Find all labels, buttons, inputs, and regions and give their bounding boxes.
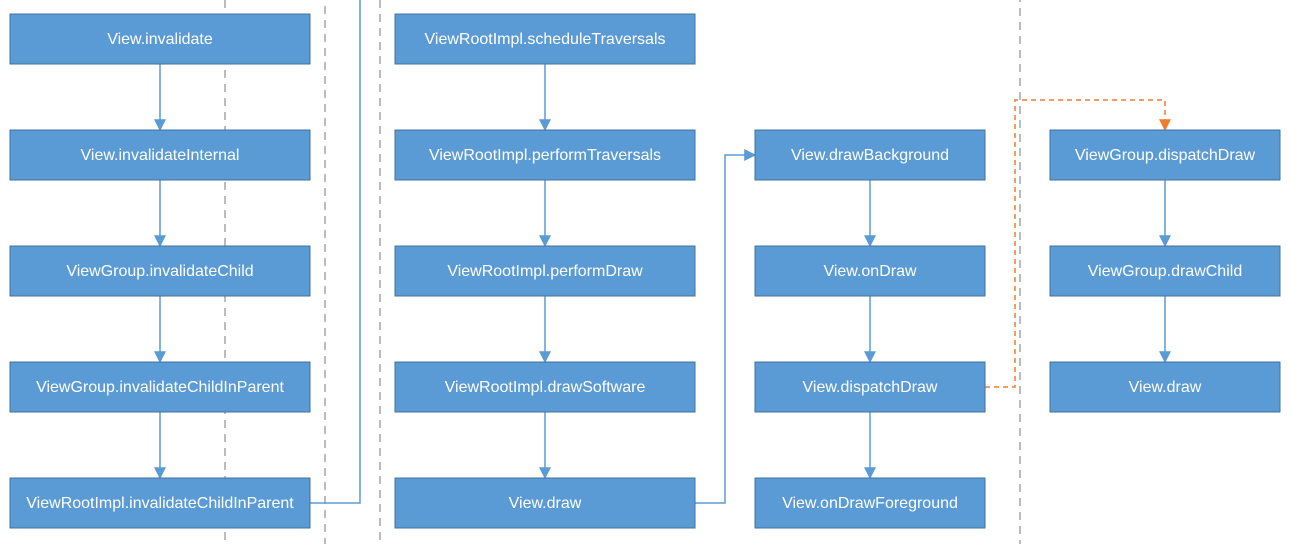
flow-node: View.draw xyxy=(1050,362,1280,412)
flow-node: ViewRootImpl.invalidateChildInParent xyxy=(10,478,310,528)
flow-node: View.invalidateInternal xyxy=(10,130,310,180)
flow-node-label: View.invalidateInternal xyxy=(81,147,240,164)
flowchart-diagram: View.invalidate View.invalidateInternal Vi… xyxy=(0,0,1291,544)
flow-node-label: View.dispatchDraw xyxy=(803,379,938,396)
flow-node-label: ViewGroup.invalidateChild xyxy=(66,263,253,280)
flow-node-label: ViewRootImpl.invalidateChildInParent xyxy=(26,495,294,512)
nodes: View.invalidate View.invalidateInternal Vi… xyxy=(10,14,1280,528)
flow-node-label: ViewRootImpl.performTraversals xyxy=(429,147,661,164)
flow-node: ViewGroup.invalidateChild xyxy=(10,246,310,296)
flow-node: ViewGroup.invalidateChildInParent xyxy=(10,362,310,412)
flow-node-label: View.invalidate xyxy=(107,31,213,48)
flow-node: ViewGroup.drawChild xyxy=(1050,246,1280,296)
flow-path-edge xyxy=(310,0,360,503)
flow-node-label: View.onDrawForeground xyxy=(782,495,958,512)
flow-node-label: View.onDraw xyxy=(823,263,917,280)
flow-node-label: View.draw xyxy=(509,495,582,512)
flow-node-label: ViewRootImpl.scheduleTraversals xyxy=(425,31,666,48)
flow-node-label: View.draw xyxy=(1129,379,1202,396)
flow-node-label: ViewRootImpl.performDraw xyxy=(447,263,643,280)
flow-node: View.dispatchDraw xyxy=(755,362,985,412)
flow-node: View.invalidate xyxy=(10,14,310,64)
flow-node-label: ViewGroup.drawChild xyxy=(1088,263,1242,280)
flow-node-label: ViewRootImpl.drawSoftware xyxy=(445,379,646,396)
flow-node: View.draw xyxy=(395,478,695,528)
flow-node: ViewRootImpl.performDraw xyxy=(395,246,695,296)
flow-path-edge xyxy=(695,155,755,503)
flow-node: ViewRootImpl.performTraversals xyxy=(395,130,695,180)
flow-node: View.onDraw xyxy=(755,246,985,296)
flow-node: ViewRootImpl.scheduleTraversals xyxy=(395,14,695,64)
flow-node-label: ViewGroup.invalidateChildInParent xyxy=(36,379,284,396)
flow-node: ViewGroup.dispatchDraw xyxy=(1050,130,1280,180)
flow-node: ViewRootImpl.drawSoftware xyxy=(395,362,695,412)
flow-node-label: View.drawBackground xyxy=(791,147,949,164)
flow-node: View.drawBackground xyxy=(755,130,985,180)
flow-node: View.onDrawForeground xyxy=(755,478,985,528)
flow-node-label: ViewGroup.dispatchDraw xyxy=(1075,147,1256,164)
